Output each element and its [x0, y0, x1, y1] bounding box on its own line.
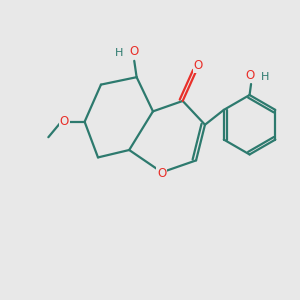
Text: H: H: [115, 47, 123, 58]
Text: O: O: [130, 45, 139, 58]
Text: O: O: [194, 59, 203, 72]
Text: H: H: [261, 72, 269, 82]
Text: O: O: [157, 167, 167, 180]
Text: O: O: [60, 115, 69, 128]
Text: O: O: [246, 69, 255, 82]
